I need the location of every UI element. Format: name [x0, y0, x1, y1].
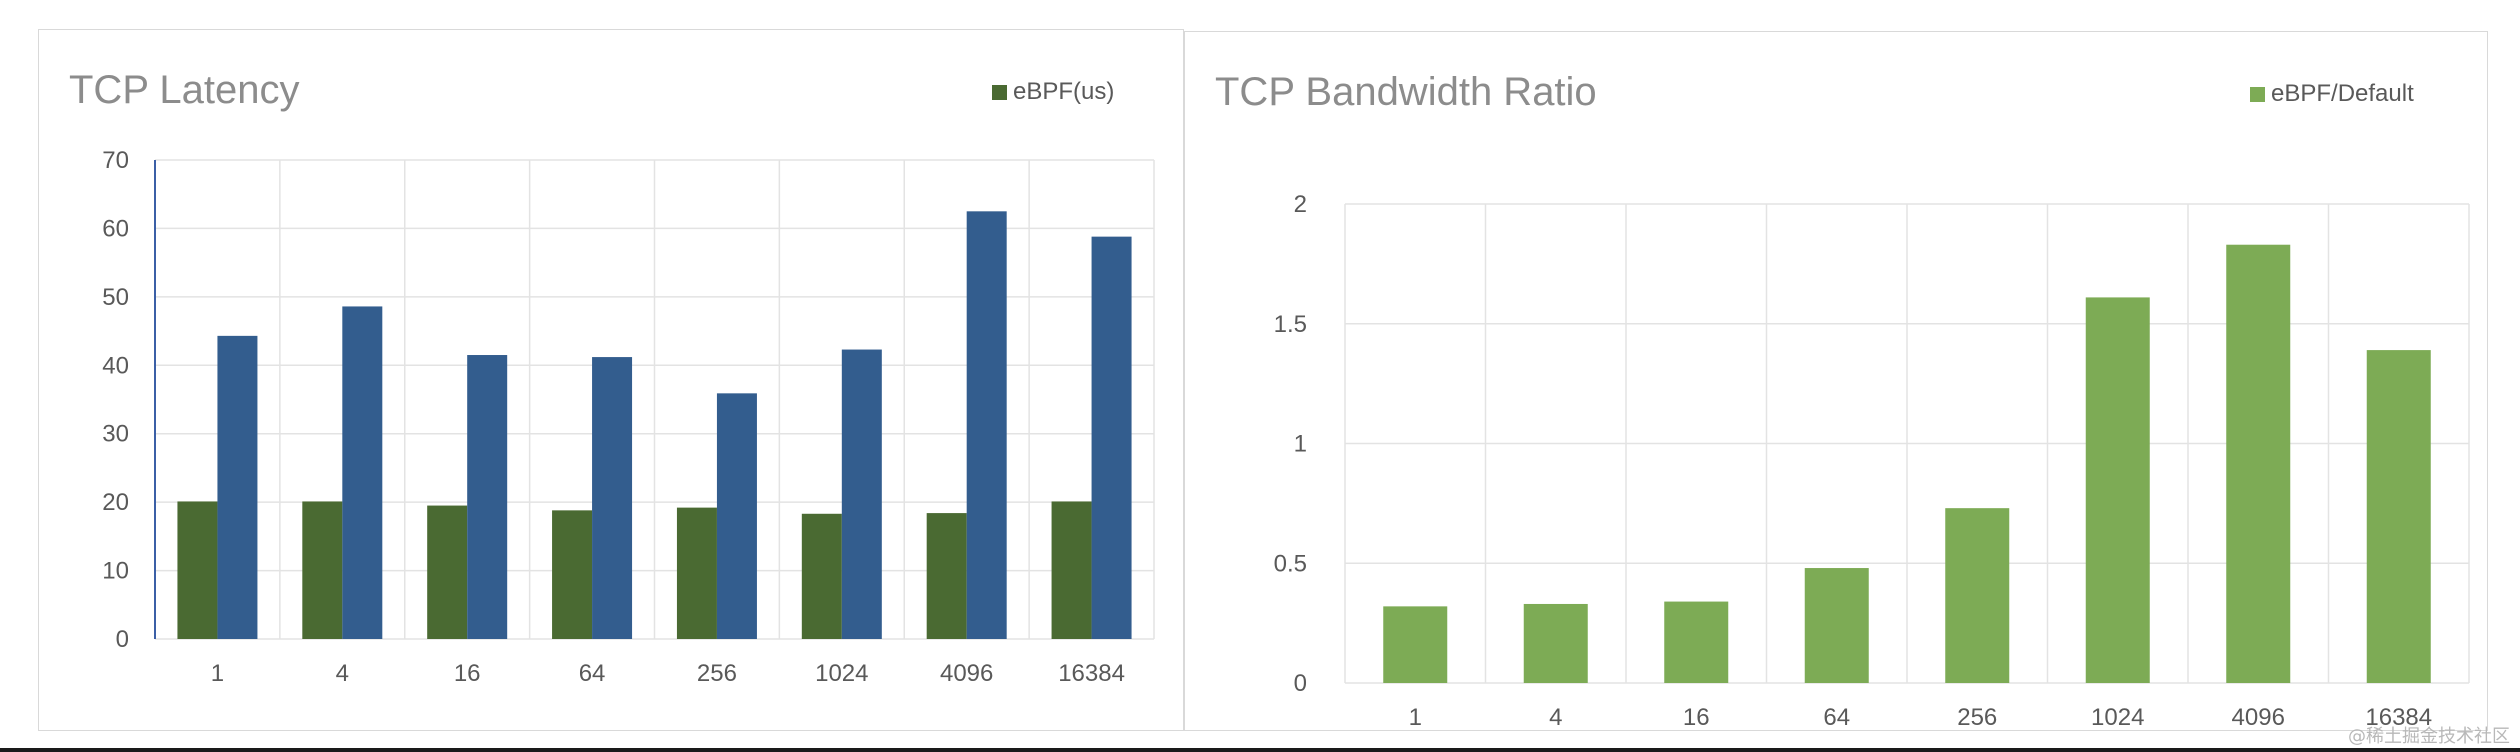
tcp-bandwidth-ratio-title: TCP Bandwidth Ratio: [1215, 70, 1597, 114]
bandwidth-bar-series1-4: [1523, 603, 1588, 683]
latency-bar-series1-16384: [1051, 501, 1092, 639]
latency-bar-series2-1: [217, 335, 258, 639]
bottom-border: [0, 748, 2520, 752]
latency-bar-series2-16384: [1091, 236, 1132, 639]
latency-ytick-label: 50: [102, 284, 129, 311]
bandwidth-bar-series1-4096: [2226, 244, 2291, 683]
latency-bar-series1-256: [676, 507, 717, 639]
bandwidth-xtick-label-64: 64: [1823, 704, 1850, 731]
tcp-latency-plot: 0 10 20 30 40 50 60 70 1 4 16 64 256 1024 4096 16384: [102, 147, 1155, 687]
bandwidth-xtick-label-16384: 16384: [2365, 704, 2432, 731]
latency-bar-series1-1024: [801, 513, 842, 639]
bandwidth-ytick-label: 2: [1294, 191, 1307, 218]
bandwidth-xtick-label-4096: 4096: [2232, 704, 2285, 731]
watermark: @稀土掘金技术社区: [2348, 726, 2510, 747]
bandwidth-xtick-label-16: 16: [1683, 704, 1710, 731]
latency-ytick-label: 40: [102, 352, 129, 379]
bandwidth-xtick-label-1: 1: [1409, 704, 1422, 731]
bandwidth-ytick-label: 0: [1294, 670, 1307, 697]
latency-bar-series2-4: [342, 306, 383, 639]
latency-ytick-label: 20: [102, 489, 129, 516]
latency-xtick-label-16: 16: [454, 660, 481, 687]
latency-bar-series2-4096: [966, 211, 1007, 640]
latency-xtick-label-4096: 4096: [940, 660, 993, 687]
bandwidth-bar-series1-16: [1664, 601, 1729, 683]
latency-bar-series2-256: [716, 393, 757, 639]
bandwidth-bar-series1-1: [1383, 606, 1448, 683]
latency-xtick-label-64: 64: [579, 660, 606, 687]
latency-ytick-label: 10: [102, 558, 129, 585]
bandwidth-xtick-label-1024: 1024: [2091, 704, 2144, 731]
latency-ytick-label: 60: [102, 215, 129, 242]
legend-label-ebpf-default: eBPF/Default: [2271, 80, 2414, 107]
latency-bar-series1-64: [552, 510, 593, 639]
latency-xtick-label-1: 1: [211, 660, 224, 687]
legend-swatch-ebpf-us: [992, 84, 1007, 100]
tcp-bandwidth-ratio-plot: 0 0.5 1 1.5 2 1 4 16 64 256 1024 4096 16384: [1274, 191, 2470, 731]
latency-xtick-label-1024: 1024: [815, 660, 868, 687]
latency-bar-series1-4096: [926, 513, 967, 639]
latency-xtick-label-4: 4: [336, 660, 349, 687]
tcp-latency-title: TCP Latency: [69, 68, 300, 112]
latency-bar-series2-1024: [841, 349, 882, 639]
latency-ytick-label: 70: [102, 147, 129, 174]
bandwidth-xtick-label-256: 256: [1957, 704, 1997, 731]
legend-swatch-ebpf-default: [2250, 86, 2265, 102]
tcp-latency-chart: TCP Latency eBPF(us) 0 10 20 30 40 50 60 70 1 4 16…: [38, 29, 1184, 731]
legend-label-ebpf-us: eBPF(us): [1013, 78, 1115, 105]
latency-xtick-label-256: 256: [697, 660, 737, 687]
bandwidth-bar-series1-64: [1804, 568, 1869, 683]
latency-bar-series1-4: [302, 501, 343, 639]
bandwidth-ytick-label: 1: [1294, 431, 1307, 458]
bandwidth-ytick-label: 1.5: [1274, 311, 1307, 338]
tcp-latency-legend: eBPF(us): [992, 78, 1114, 106]
bandwidth-ytick-label: 0.5: [1274, 550, 1307, 577]
bandwidth-xtick-label-4: 4: [1549, 704, 1562, 731]
latency-bar-series1-1: [177, 501, 218, 639]
latency-ytick-label: 30: [102, 421, 129, 448]
latency-xtick-label-16384: 16384: [1058, 660, 1125, 687]
latency-bar-series1-16: [427, 505, 468, 639]
latency-bar-series2-64: [592, 357, 633, 639]
tcp-bandwidth-ratio-chart: TCP Bandwidth Ratio eBPF/Default 0 0.5 1 1.…: [1184, 31, 2488, 731]
tcp-bandwidth-ratio-legend: eBPF/Default: [2250, 80, 2414, 108]
latency-ytick-label: 0: [116, 626, 129, 653]
bandwidth-bar-series1-1024: [2085, 297, 2150, 683]
bandwidth-bar-series1-16384: [2366, 350, 2431, 683]
bandwidth-bar-series1-256: [1945, 508, 2010, 683]
latency-bar-series2-16: [467, 355, 508, 639]
